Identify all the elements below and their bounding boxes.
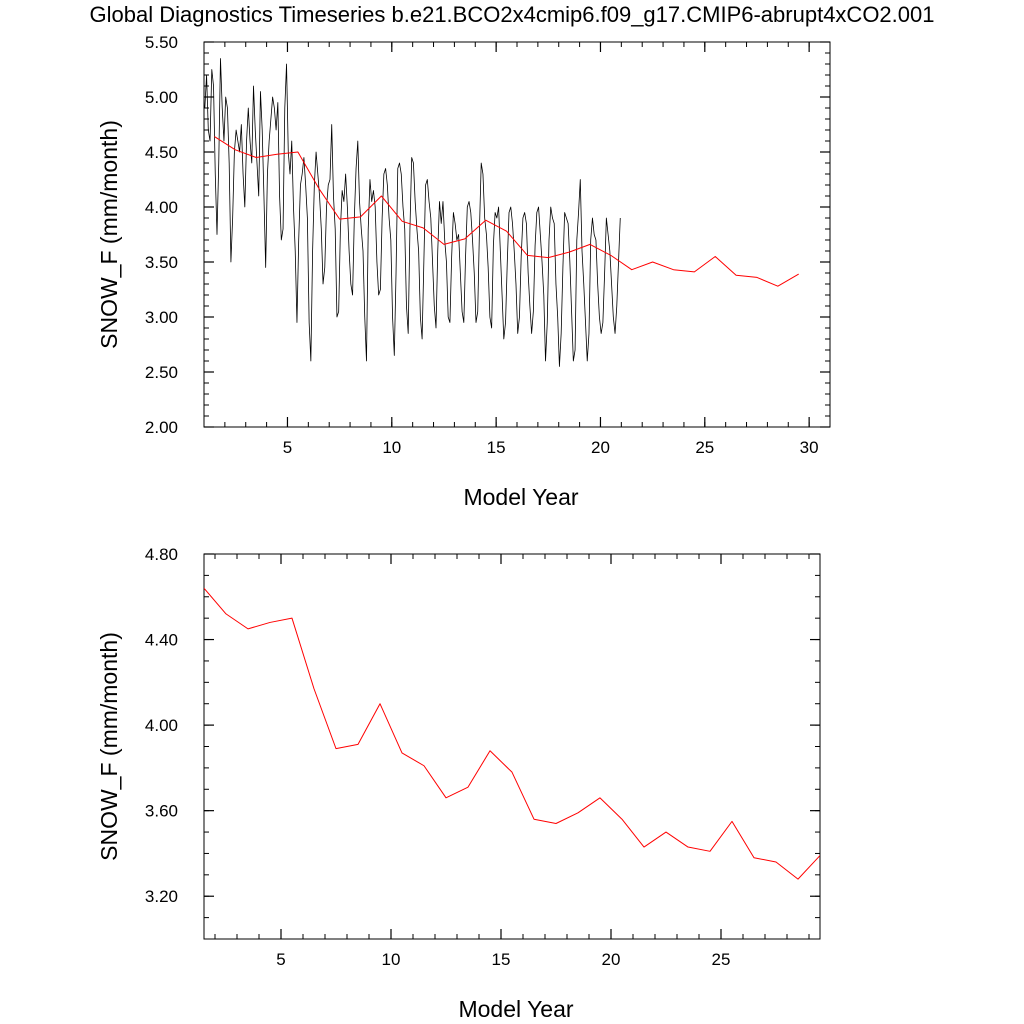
y-tick-label: 4.00 xyxy=(145,716,178,735)
timeseries-plot-top: 5 10 15 20 25 30 2.00 2.50 3.00 3.50 4.00 4.50 5.00 5… xyxy=(96,33,831,510)
y-tick-label: 4.40 xyxy=(145,631,178,650)
y-tick-label: 4.00 xyxy=(145,198,178,217)
y-tick-label: 5.50 xyxy=(145,33,178,52)
y-tick-label: 2.00 xyxy=(145,418,178,437)
x-tick-label: 15 xyxy=(492,950,511,969)
y-tick-label: 5.00 xyxy=(145,88,178,107)
y-tick-label: 3.00 xyxy=(145,308,178,327)
x-tick-label: 20 xyxy=(602,950,621,969)
x-tick-label: 10 xyxy=(382,950,401,969)
x-axis-title: Model Year xyxy=(463,484,578,510)
x-axis-title: Model Year xyxy=(458,996,573,1022)
y-axis-title: SNOW_F (mm/month) xyxy=(96,120,122,349)
x-tick-label: 25 xyxy=(712,950,731,969)
x-tick-label: 10 xyxy=(382,438,401,457)
x-tick-label: 5 xyxy=(283,438,292,457)
x-tick-label: 30 xyxy=(800,438,819,457)
y-tick-label: 4.80 xyxy=(145,545,178,564)
annual-mean-series-line xyxy=(214,136,799,287)
y-tick-label: 4.50 xyxy=(145,143,178,162)
x-tick-label: 5 xyxy=(276,950,285,969)
plot-frame xyxy=(203,41,831,428)
annual-mean-series-line xyxy=(204,587,820,880)
x-tick-label: 15 xyxy=(487,438,506,457)
plot-frame xyxy=(203,553,821,940)
monthly-series-line xyxy=(204,58,621,367)
timeseries-plot-bottom: 5 10 15 20 25 3.20 3.60 4.00 4.40 4.80 Model Year S… xyxy=(96,545,821,1022)
y-axis-title: SNOW_F (mm/month) xyxy=(96,632,122,861)
x-tick-label: 20 xyxy=(591,438,610,457)
chart-title: Global Diagnostics Timeseries b.e21.BCO2… xyxy=(89,2,935,27)
y-tick-label: 3.20 xyxy=(145,887,178,906)
y-tick-label: 3.50 xyxy=(145,253,178,272)
x-tick-label: 25 xyxy=(695,438,714,457)
y-tick-label: 3.60 xyxy=(145,802,178,821)
y-tick-label: 2.50 xyxy=(145,363,178,382)
